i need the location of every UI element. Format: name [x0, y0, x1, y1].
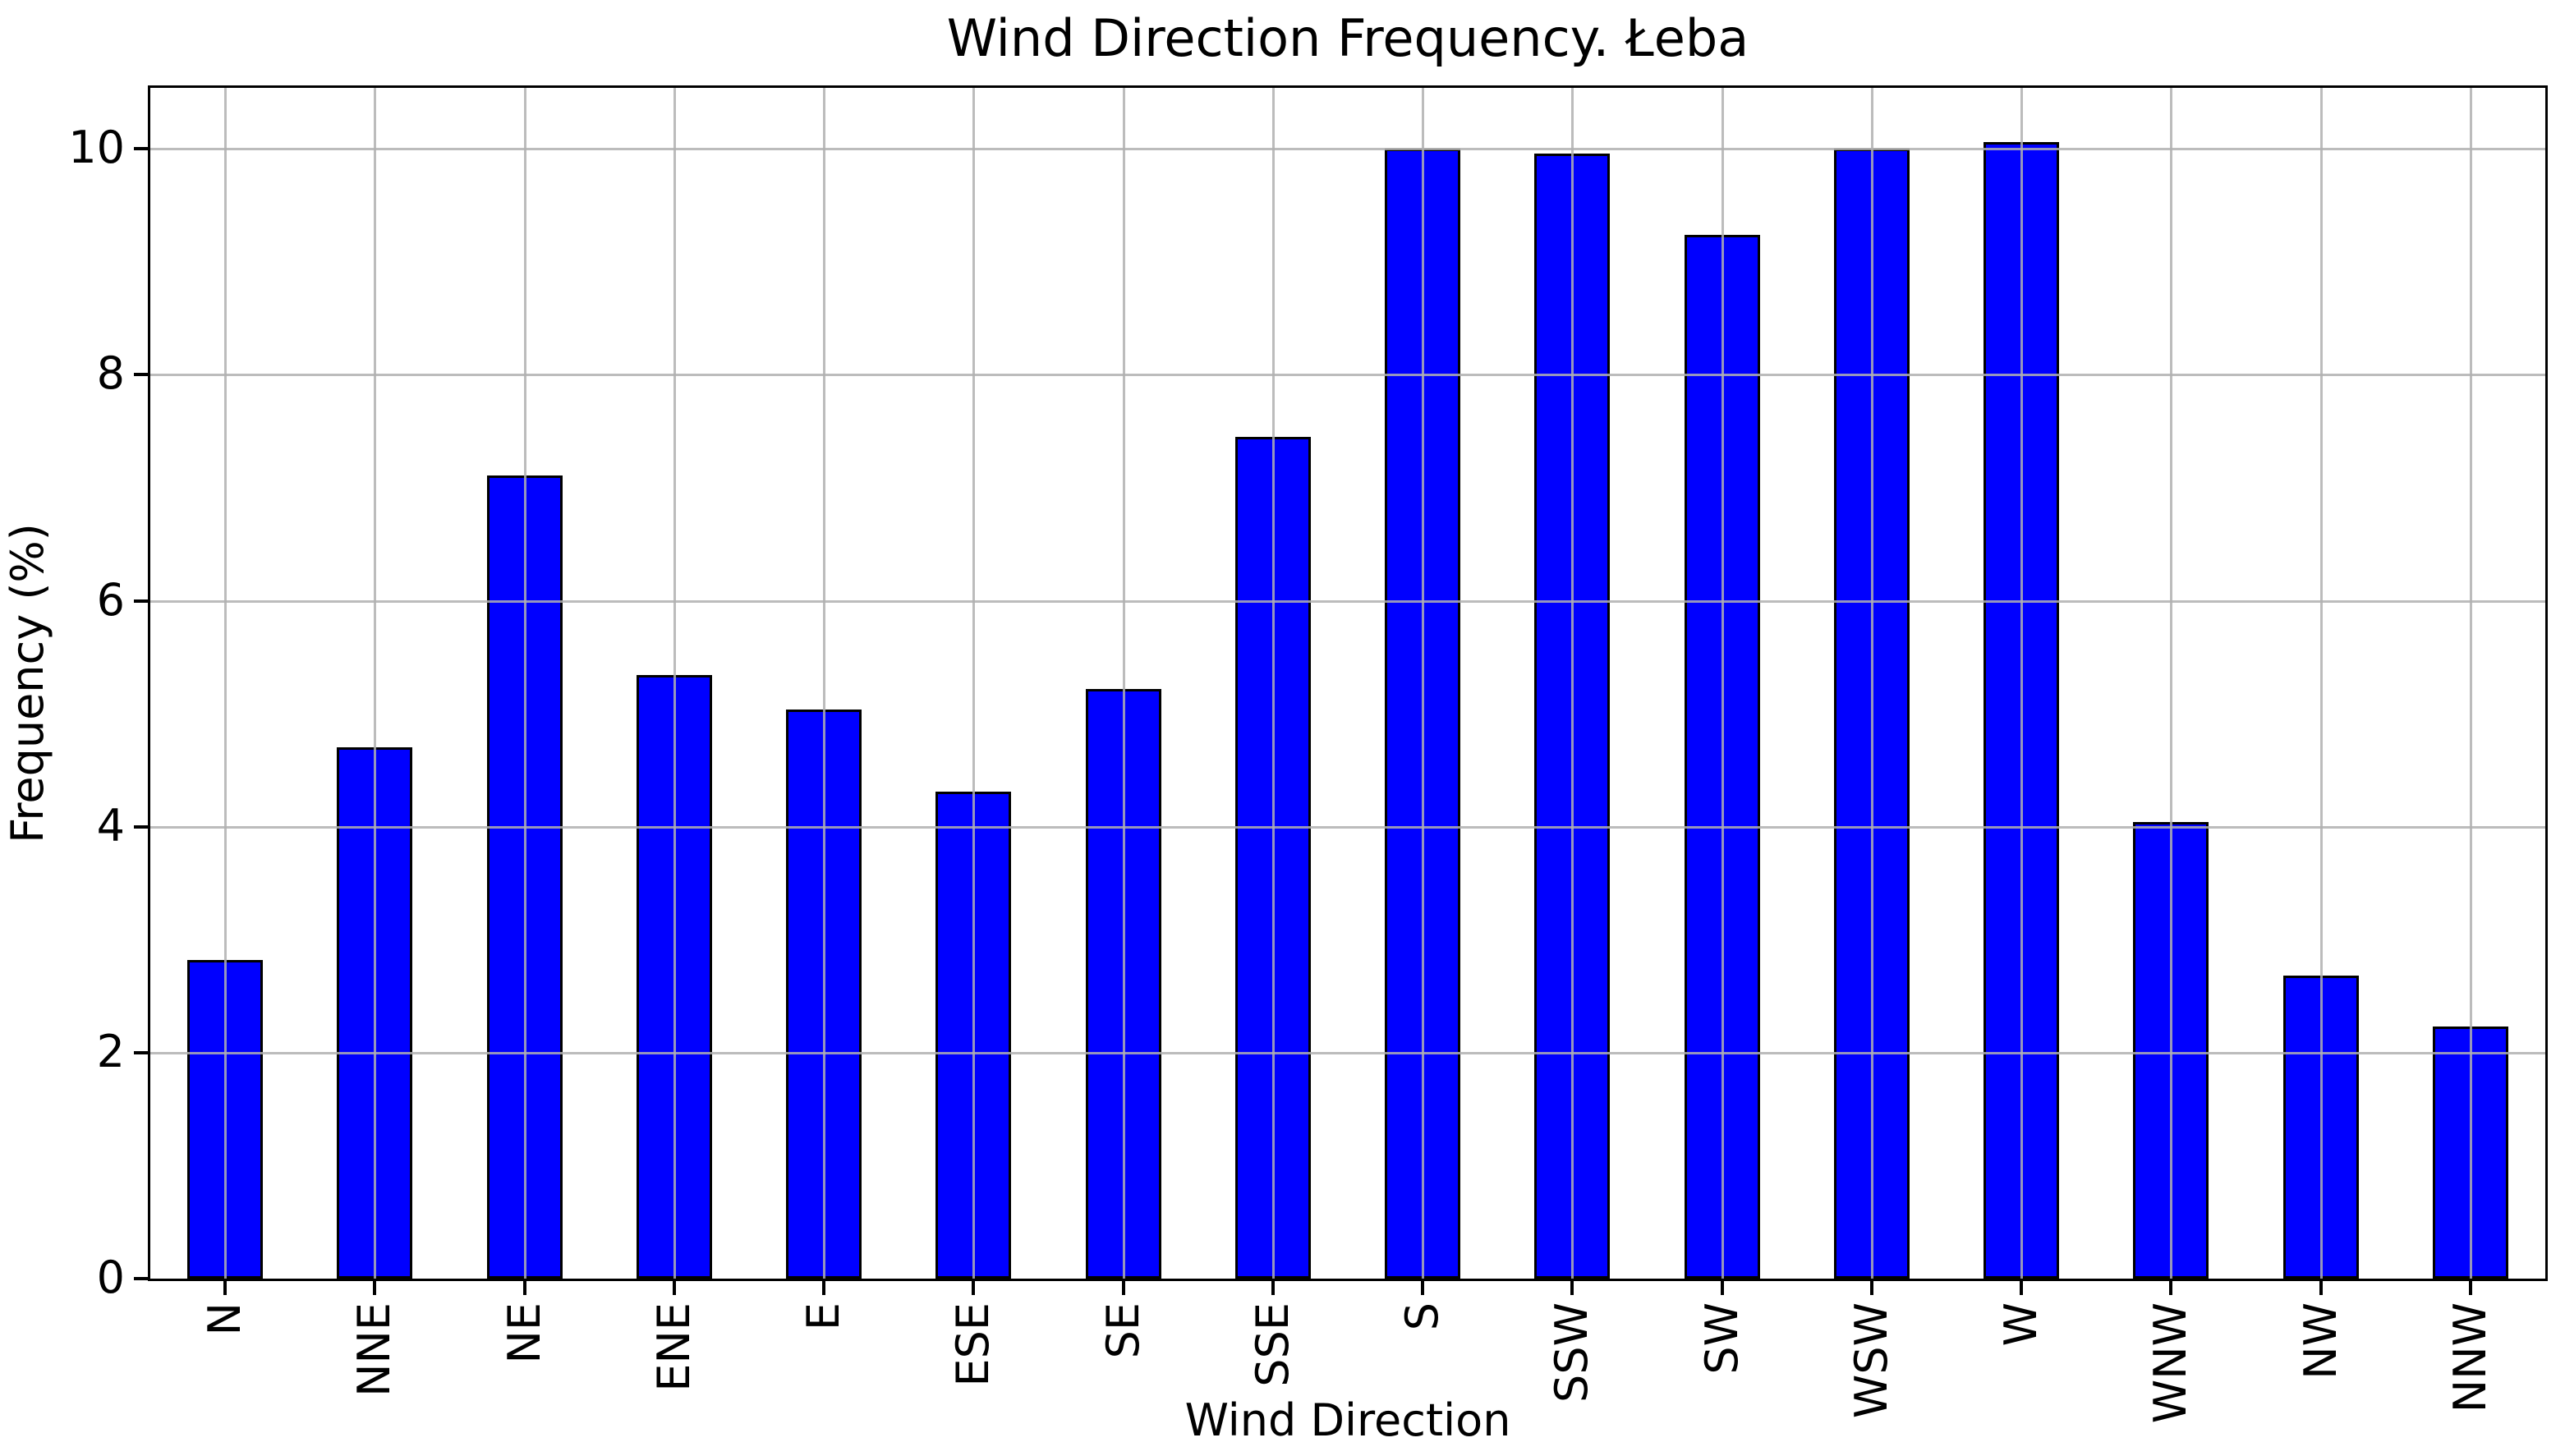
- x-tick-label-ene: ENE: [648, 1302, 700, 1392]
- x-tick-label-w: W: [1995, 1302, 2047, 1347]
- x-tick-ssw: [1570, 1281, 1574, 1295]
- v-gridline-nnw: [2470, 88, 2472, 1279]
- x-tick-label-ese: ESE: [947, 1302, 999, 1387]
- y-tick-8: [134, 373, 148, 376]
- v-gridline-s: [1422, 88, 1424, 1279]
- v-gridline-sw: [1721, 88, 1724, 1279]
- x-tick-wnw: [2169, 1281, 2172, 1295]
- y-tick-2: [134, 1051, 148, 1054]
- x-tick-nne: [373, 1281, 376, 1295]
- chart-title: Wind Direction Frequency. Łeba: [946, 8, 1749, 68]
- x-tick-wsw: [1870, 1281, 1873, 1295]
- x-tick-label-nne: NNE: [348, 1302, 400, 1397]
- h-gridline-4: [150, 826, 2545, 829]
- x-tick-label-sw: SW: [1696, 1302, 1748, 1375]
- v-gridline-wnw: [2170, 88, 2172, 1279]
- y-tick-label-6: 6: [96, 574, 125, 626]
- v-gridline-w: [2020, 88, 2023, 1279]
- x-tick-label-sse: SSE: [1247, 1302, 1299, 1387]
- v-gridline-ene: [673, 88, 676, 1279]
- x-tick-sse: [1271, 1281, 1275, 1295]
- y-tick-label-2: 2: [96, 1026, 125, 1077]
- x-tick-sw: [1721, 1281, 1724, 1295]
- y-tick-6: [134, 599, 148, 603]
- x-tick-label-ssw: SSW: [1546, 1302, 1597, 1403]
- x-tick-label-wnw: WNW: [2144, 1302, 2196, 1424]
- v-gridline-ese: [972, 88, 975, 1279]
- v-gridline-nw: [2320, 88, 2323, 1279]
- x-tick-se: [1122, 1281, 1125, 1295]
- h-gridline-10: [150, 148, 2545, 150]
- x-tick-label-n: N: [199, 1302, 251, 1336]
- v-gridline-ne: [524, 88, 526, 1279]
- y-tick-label-4: 4: [96, 800, 125, 852]
- x-tick-e: [822, 1281, 825, 1295]
- x-tick-n: [223, 1281, 227, 1295]
- x-tick-label-e: E: [798, 1302, 849, 1331]
- y-tick-label-0: 0: [96, 1252, 125, 1303]
- x-tick-label-s: S: [1396, 1302, 1448, 1331]
- y-tick-10: [134, 147, 148, 150]
- h-gridline-8: [150, 374, 2545, 376]
- y-tick-0: [134, 1277, 148, 1280]
- x-tick-nw: [2319, 1281, 2323, 1295]
- v-gridline-n: [224, 88, 227, 1279]
- v-gridline-e: [823, 88, 825, 1279]
- x-tick-nnw: [2469, 1281, 2472, 1295]
- x-axis-label: Wind Direction: [1184, 1394, 1511, 1446]
- x-tick-label-ne: NE: [499, 1302, 550, 1364]
- x-tick-ene: [673, 1281, 676, 1295]
- v-gridline-wsw: [1871, 88, 1873, 1279]
- v-gridline-nne: [374, 88, 376, 1279]
- x-tick-w: [2020, 1281, 2023, 1295]
- v-gridline-sse: [1272, 88, 1275, 1279]
- x-tick-label-nw: NW: [2295, 1302, 2347, 1380]
- v-gridline-ssw: [1571, 88, 1574, 1279]
- y-axis-label: Frequency (%): [2, 523, 53, 843]
- y-tick-label-10: 10: [68, 122, 125, 173]
- h-gridline-2: [150, 1052, 2545, 1054]
- x-tick-label-wsw: WSW: [1846, 1302, 1897, 1419]
- y-tick-4: [134, 825, 148, 829]
- x-tick-label-se: SE: [1097, 1302, 1149, 1359]
- x-tick-ne: [523, 1281, 526, 1295]
- v-gridline-se: [1123, 88, 1125, 1279]
- x-tick-label-nnw: NNW: [2444, 1302, 2496, 1413]
- y-tick-label-8: 8: [96, 347, 125, 399]
- x-tick-s: [1421, 1281, 1424, 1295]
- h-gridline-6: [150, 600, 2545, 603]
- x-tick-ese: [972, 1281, 975, 1295]
